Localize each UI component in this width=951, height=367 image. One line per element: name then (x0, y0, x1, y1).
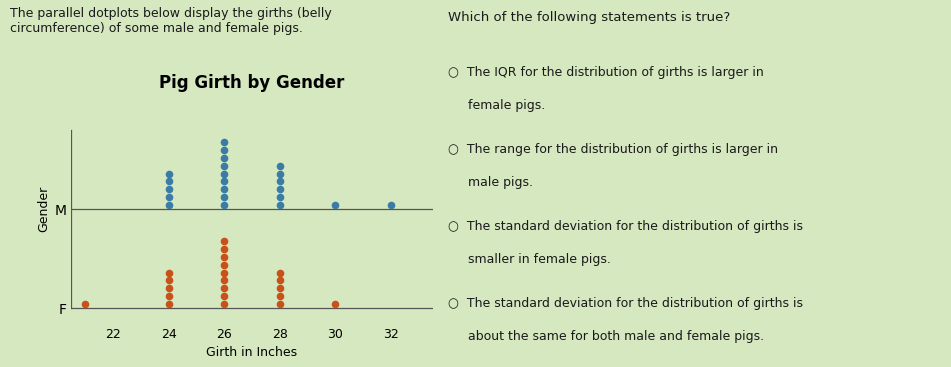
Text: The parallel dotplots below display the girths (belly
circumference) of some mal: The parallel dotplots below display the … (10, 7, 331, 35)
Text: ○  The IQR for the distribution of girths is larger in: ○ The IQR for the distribution of girths… (448, 66, 764, 79)
Text: smaller in female pigs.: smaller in female pigs. (468, 253, 611, 266)
Y-axis label: Gender: Gender (37, 186, 50, 232)
Text: ○  The standard deviation for the distribution of girths is: ○ The standard deviation for the distrib… (448, 220, 803, 233)
X-axis label: Girth in Inches: Girth in Inches (206, 346, 298, 359)
Title: Pig Girth by Gender: Pig Girth by Gender (160, 75, 344, 92)
Text: ○  The standard deviation for the distribution of girths is: ○ The standard deviation for the distrib… (448, 297, 803, 310)
Text: male pigs.: male pigs. (468, 176, 534, 189)
Text: about the same for both male and female pigs.: about the same for both male and female … (468, 330, 765, 343)
Text: female pigs.: female pigs. (468, 99, 546, 112)
Text: ○  The range for the distribution of girths is larger in: ○ The range for the distribution of girt… (448, 143, 778, 156)
Text: Which of the following statements is true?: Which of the following statements is tru… (448, 11, 730, 24)
